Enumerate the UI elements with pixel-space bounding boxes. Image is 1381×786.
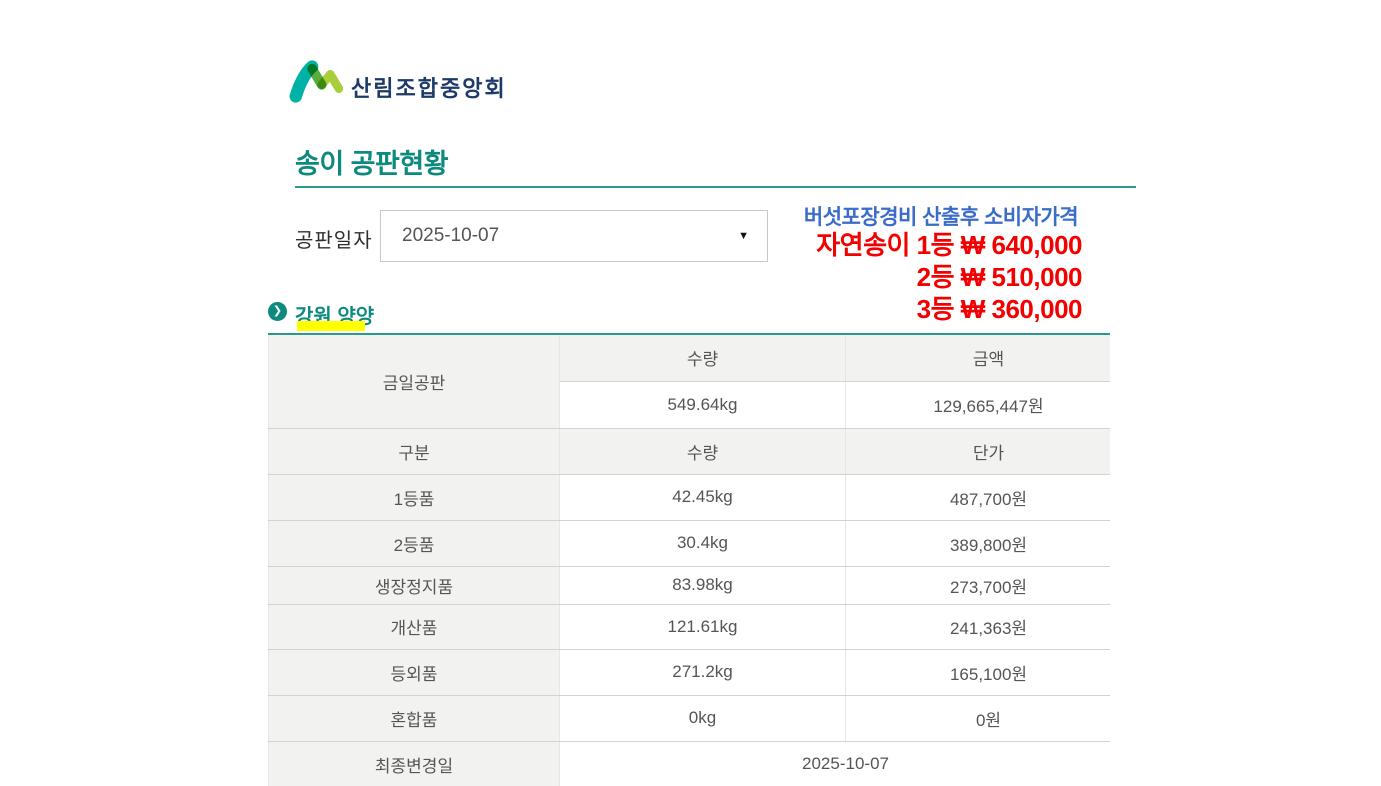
today-qty-cell: 549.64kg: [559, 381, 846, 429]
dropdown-caret-icon: ▼: [738, 230, 749, 242]
grade-qty-cell: 271.2kg: [559, 649, 846, 696]
grade-label-cell: 개산품: [268, 604, 560, 650]
grade-price-cell: 389,800원: [845, 520, 1110, 567]
page-title: 송이 공판현황: [295, 149, 449, 179]
grade-header-label-cell: 구분: [268, 428, 560, 475]
auction-date-label: 공판일자: [295, 230, 373, 252]
table-row: 금일공판 수량 금액: [268, 334, 1110, 429]
grade-price-cell: 165,100원: [845, 649, 1110, 696]
grade-label-cell: 등외품: [268, 649, 560, 696]
table-row: 2등품 30.4kg 389,800원: [268, 520, 1110, 567]
grade-qty-cell: 121.61kg: [559, 604, 846, 650]
yellow-highlight-mark: [297, 321, 365, 331]
grade-header-price-cell: 단가: [845, 428, 1110, 475]
table-row: 개산품 121.61kg 241,363원: [268, 604, 1110, 650]
consumer-price-list: 자연송이 1등 ₩ 640,000 2등 ₩ 510,000 3등 ₩ 360,…: [700, 229, 1082, 325]
last-updated-value-cell: 2025-10-07: [559, 741, 1110, 786]
grade-qty-cell: 42.45kg: [559, 474, 846, 521]
table-row: 549.64kg 129,665,447원: [269, 381, 1110, 429]
qty-header-cell: 수량: [559, 334, 846, 382]
org-name: 산림조합중앙회: [351, 76, 507, 101]
grade-label-cell: 혼합품: [268, 695, 560, 742]
grade-price-cell: 487,700원: [845, 474, 1110, 521]
today-label-cell: 금일공판: [268, 334, 560, 429]
auction-date-select[interactable]: 2025-10-07 ▼: [380, 210, 768, 262]
forestry-logo-icon: [289, 60, 343, 103]
chevron-right-icon: ❯: [268, 302, 287, 321]
auction-table-container: 금일공판 수량 금액 549.64kg 129,665,447원 구분 수량 단…: [268, 333, 1110, 786]
site-logo: 산림조합중앙회: [285, 58, 507, 104]
grade-price-cell: 273,700원: [845, 566, 1110, 605]
table-row: 1등품 42.45kg 487,700원: [268, 474, 1110, 521]
auction-date-value: 2025-10-07: [402, 225, 500, 246]
grade-price-cell: 0원: [845, 695, 1110, 742]
consumer-price-grade1: 자연송이 1등 ₩ 640,000: [816, 230, 1082, 260]
table-row: 등외품 271.2kg 165,100원: [268, 649, 1110, 696]
grade-label-cell: 2등품: [268, 520, 560, 567]
grade-header-qty-cell: 수량: [559, 428, 846, 475]
table-row: 혼합품 0kg 0원: [268, 695, 1110, 742]
auction-table: 금일공판 수량 금액 549.64kg 129,665,447원 구분 수량 단…: [268, 333, 1110, 786]
table-row: 최종변경일 2025-10-07: [268, 741, 1110, 786]
grade-price-cell: 241,363원: [845, 604, 1110, 650]
grade-label-cell: 1등품: [268, 474, 560, 521]
table-row: 생장정지품 83.98kg 273,700원: [268, 566, 1110, 605]
grade-qty-cell: 0kg: [559, 695, 846, 742]
consumer-price-grade2: 2등 ₩ 510,000: [916, 262, 1083, 292]
table-row: 구분 수량 단가: [268, 428, 1110, 475]
grade-qty-cell: 30.4kg: [559, 520, 846, 567]
title-divider: [295, 186, 1136, 188]
consumer-price-heading: 버섯포장경비 산출후 소비자가격: [803, 206, 1079, 229]
last-updated-label-cell: 최종변경일: [268, 741, 560, 786]
amount-header-cell: 금액: [845, 334, 1110, 382]
consumer-price-grade3: 3등 ₩ 360,000: [916, 294, 1083, 324]
grade-qty-cell: 83.98kg: [559, 566, 846, 605]
grade-label-cell: 생장정지품: [268, 566, 560, 605]
today-amount-cell: 129,665,447원: [845, 381, 1110, 429]
